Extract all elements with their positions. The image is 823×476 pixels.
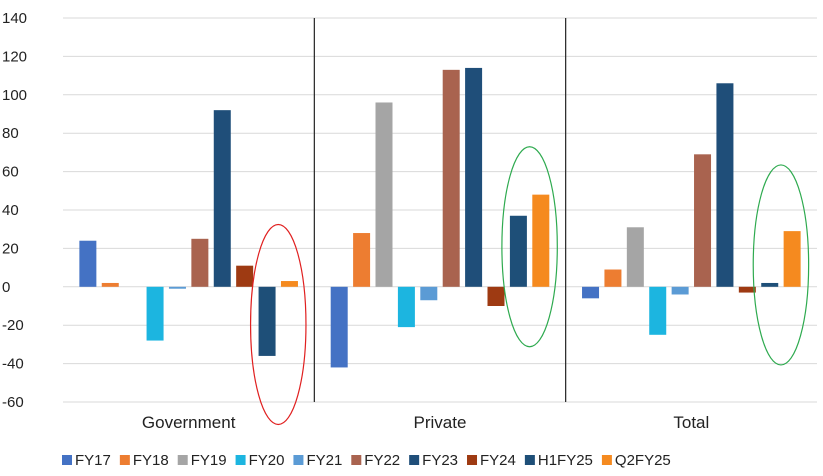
legend-swatch (351, 455, 362, 465)
highlight-ellipse (501, 146, 558, 348)
y-tick-label: 100 (2, 87, 27, 104)
bar-h1fy25-government (258, 286, 276, 356)
legend-label: FY18 (133, 452, 169, 469)
bar-fy21-private (420, 286, 438, 301)
category-label: Total (673, 413, 709, 432)
legend-swatch (409, 455, 420, 465)
bar-fy21-total (671, 286, 689, 295)
y-tick-label: -20 (2, 317, 24, 334)
bars (79, 67, 801, 368)
legend: FY17 FY18 FY19 FY20 FY21 FY22 FY23 FY24 H1FY25 Q2… (62, 452, 671, 469)
y-tick-label: 20 (2, 240, 19, 257)
bar-h1fy25-private (509, 215, 527, 287)
category-separators (313, 18, 567, 402)
bar-fy22-private (442, 69, 460, 287)
bar-fy18-government (101, 282, 119, 287)
bar-fy23-total (716, 83, 734, 287)
bar-fy24-private (487, 286, 505, 306)
bar-fy17-private (330, 286, 348, 368)
legend-swatch (601, 455, 612, 465)
bar-h1fy25-total (761, 282, 779, 287)
highlight-ellipses (249, 146, 810, 426)
bar-fy17-government (79, 240, 97, 287)
legend-swatch (119, 455, 130, 465)
highlight-ellipse (249, 223, 307, 426)
y-axis-tick-labels: -60 -40 -20 0 20 40 60 80 100 120 140 (2, 10, 27, 411)
y-tick-label: 40 (2, 202, 19, 219)
y-tick-label: 60 (2, 164, 19, 181)
bar-fy22-government (191, 238, 209, 287)
legend-swatch (524, 455, 535, 465)
legend-swatch (235, 455, 246, 465)
bar-fy22-total (694, 154, 712, 287)
legend-label: FY24 (480, 452, 516, 469)
legend-label: FY19 (191, 452, 227, 469)
y-tick-label: 140 (2, 10, 27, 27)
gridlines (63, 17, 817, 403)
legend-label: Q2FY25 (615, 452, 671, 469)
bar-fy23-government (213, 110, 231, 287)
legend-label: FY22 (364, 452, 400, 469)
legend-label: FY17 (75, 452, 111, 469)
bar-fy21-government (168, 286, 186, 289)
bar-fy20-total (649, 286, 667, 335)
bar-fy24-total (738, 286, 756, 293)
legend-swatch (62, 455, 72, 465)
y-tick-label: -60 (2, 394, 24, 411)
highlight-ellipse (752, 164, 810, 366)
bar-fy24-government (236, 265, 254, 287)
bar-fy18-total (604, 269, 622, 287)
bar-fy20-private (397, 286, 415, 328)
y-tick-label: 80 (2, 125, 19, 142)
legend-swatch (467, 455, 478, 465)
x-axis-category-labels: Government Private Total (142, 413, 709, 432)
bar-fy18-private (353, 233, 371, 287)
y-tick-label: -40 (2, 356, 24, 373)
bar-fy19-private (375, 102, 393, 287)
bar-fy17-total (582, 286, 600, 299)
category-label: Government (142, 413, 236, 432)
category-label: Private (414, 413, 467, 432)
legend-label: H1FY25 (538, 452, 593, 469)
bar-q2fy25-private (532, 194, 550, 287)
bar-q2fy25-government (280, 281, 298, 287)
legend-label: FY21 (306, 452, 342, 469)
legend-label: FY20 (249, 452, 285, 469)
y-tick-label: 0 (2, 279, 10, 296)
bar-q2fy25-total (783, 231, 801, 287)
legend-label: FY23 (422, 452, 458, 469)
legend-swatch (177, 455, 188, 465)
legend-swatch (293, 455, 304, 465)
bar-fy20-government (146, 286, 164, 341)
bar-fy19-total (626, 227, 644, 287)
bar-fy23-private (465, 67, 483, 287)
y-tick-label: 120 (2, 48, 27, 65)
